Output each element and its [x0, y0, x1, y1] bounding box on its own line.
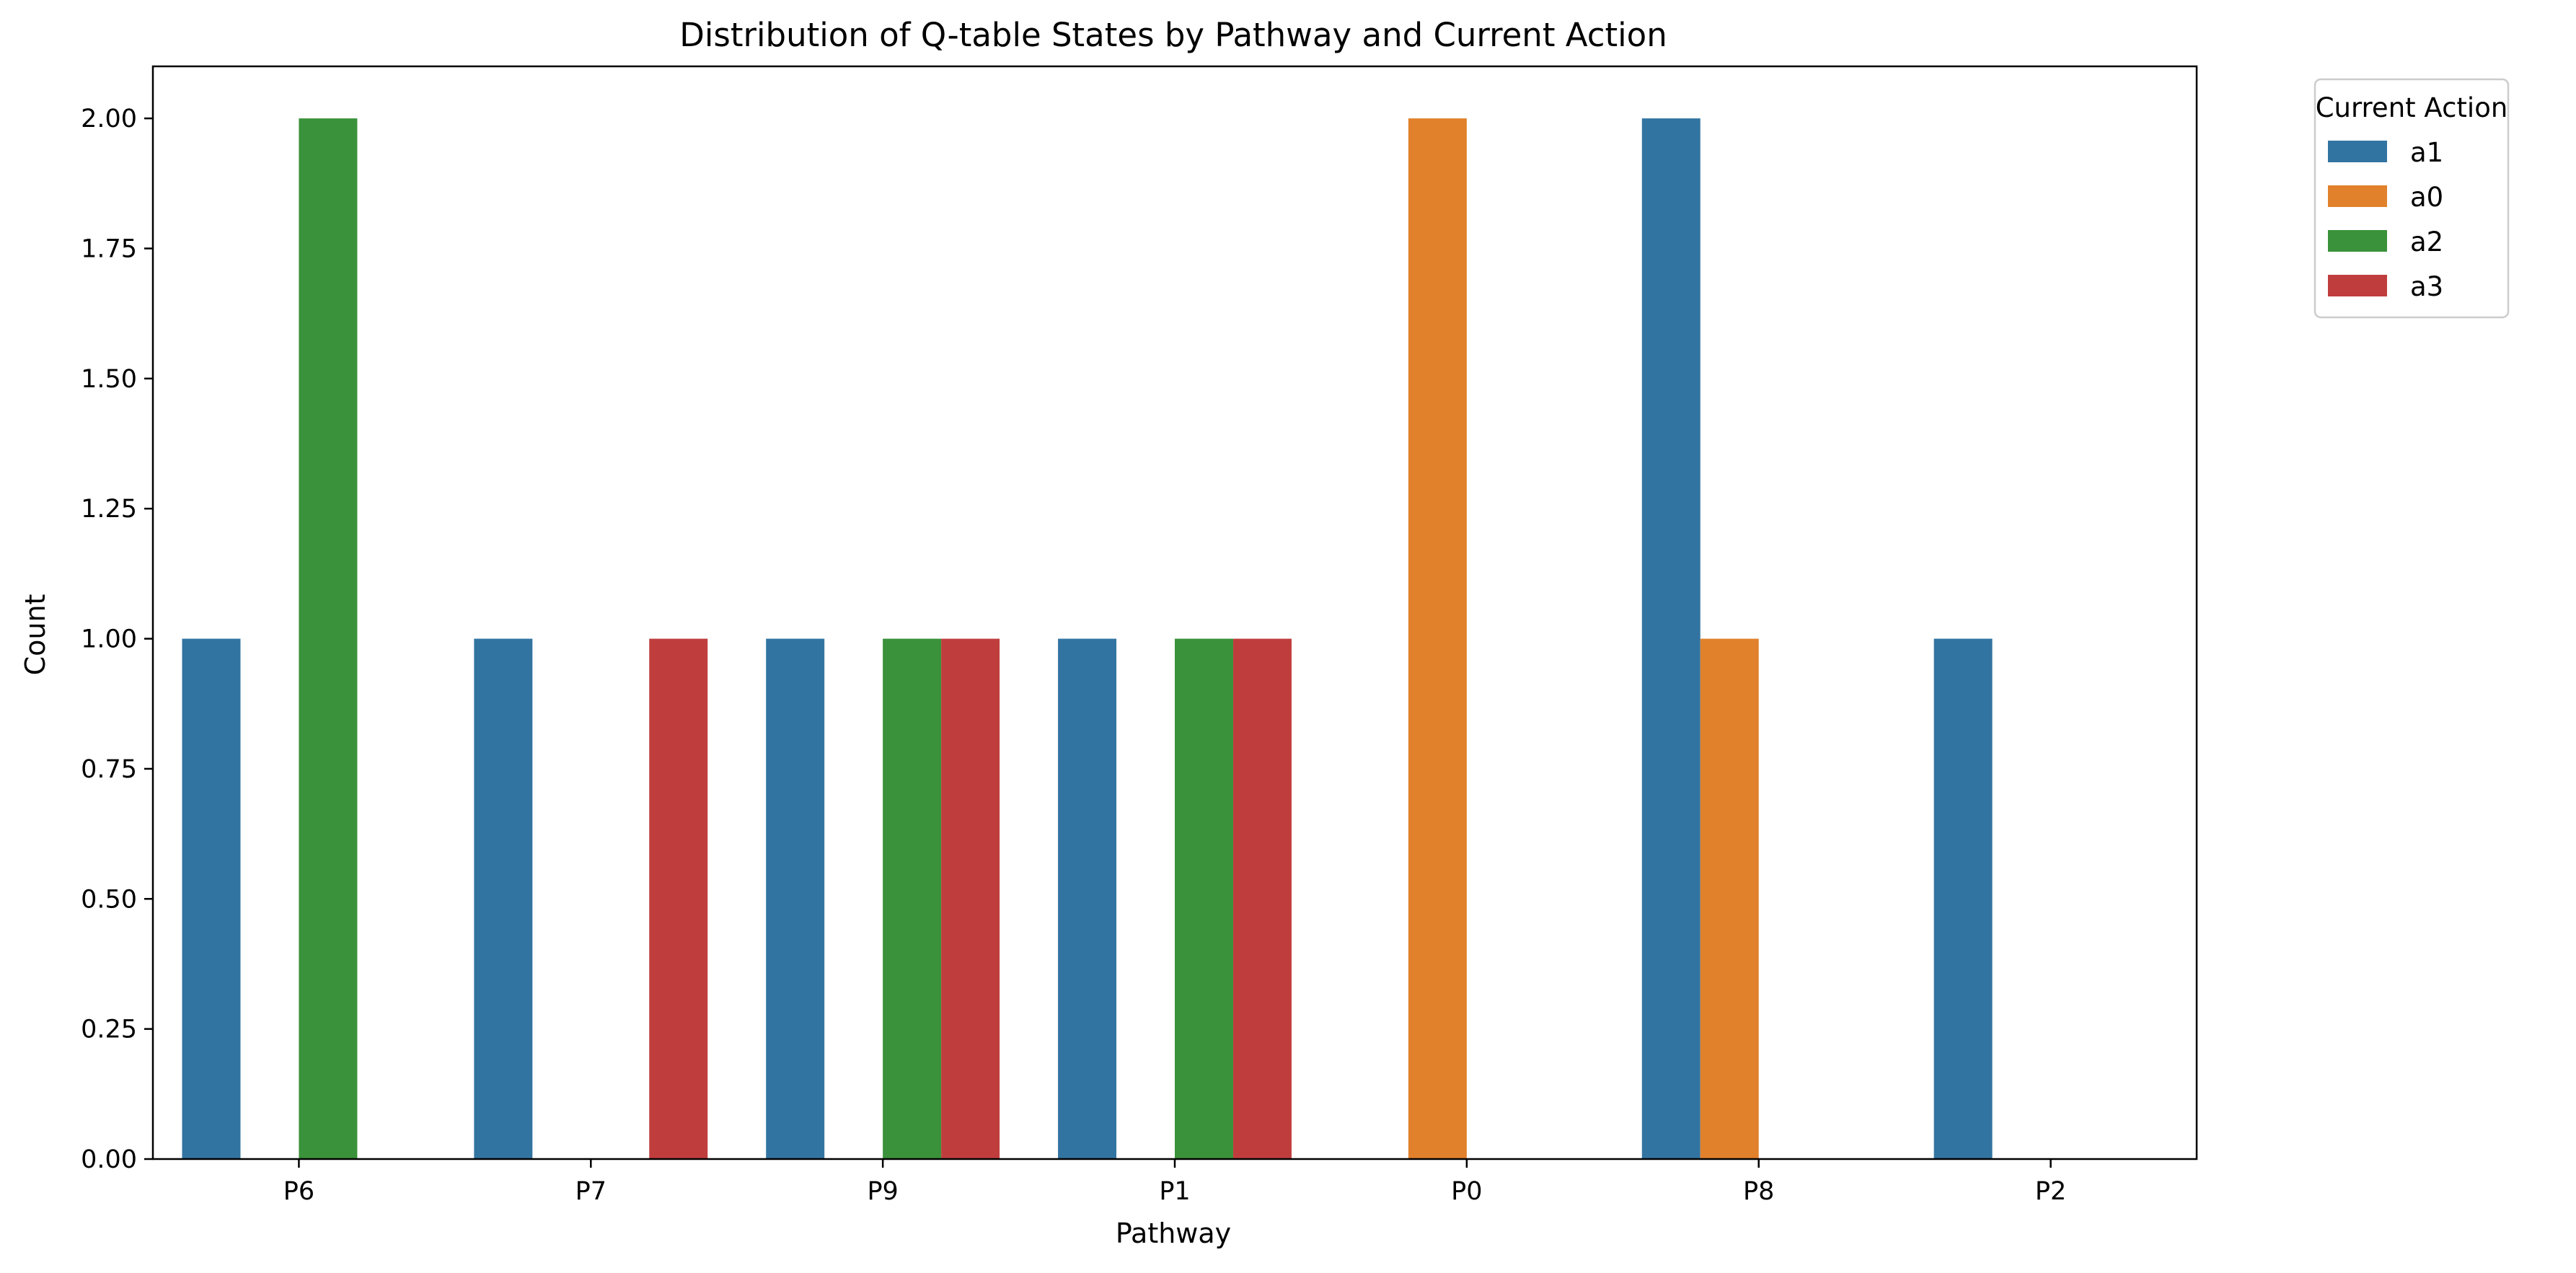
- legend-label-a1: a1: [2410, 137, 2443, 168]
- legend-title: Current Action: [2316, 92, 2508, 123]
- bar-P9-a2: [883, 638, 942, 1159]
- x-tick-label: P0: [1451, 1177, 1482, 1206]
- legend-swatch-a1: [2328, 141, 2387, 162]
- x-tick-label: P1: [1159, 1177, 1190, 1206]
- bar-P7-a3: [649, 638, 708, 1159]
- bar-P1-a3: [1232, 638, 1292, 1159]
- bar-P1-a2: [1175, 638, 1233, 1159]
- legend-swatch-a0: [2328, 185, 2387, 207]
- x-tick-label: P2: [2035, 1177, 2066, 1206]
- x-tick-label: P9: [867, 1177, 898, 1206]
- legend-label-a2: a2: [2410, 226, 2443, 257]
- legend-frame: [2313, 78, 2510, 319]
- plot-area: [182, 118, 1993, 1160]
- legend-swatch-a2: [2328, 230, 2387, 252]
- y-tick-label: 2.00: [81, 105, 137, 133]
- bar-P9-a3: [941, 638, 1000, 1159]
- y-tick-label: 0.50: [81, 885, 137, 914]
- x-axis: P6 P7 P9 P1 P0 P8 P2: [283, 1159, 2066, 1206]
- y-axis: 0.00 0.25 0.50 0.75 1.00 1.25 1.50 1.75 2.00: [81, 105, 153, 1174]
- y-tick-label: 0.00: [81, 1145, 137, 1174]
- y-tick-label: 1.25: [81, 495, 137, 524]
- bar-P2-a1: [1933, 638, 1993, 1159]
- chart-title: Distribution of Q-table States by Pathwa…: [679, 16, 1667, 54]
- bar-P9-a1: [766, 638, 825, 1159]
- legend-label-a0: a0: [2410, 182, 2443, 213]
- x-tick-label: P6: [283, 1177, 314, 1206]
- x-tick-label: P7: [575, 1177, 606, 1206]
- bar-P6-a2: [299, 118, 358, 1160]
- legend-label-a3: a3: [2410, 271, 2443, 302]
- bar-P7-a1: [474, 638, 533, 1159]
- y-tick-label: 1.00: [81, 625, 137, 654]
- bar-P8-a0: [1700, 638, 1759, 1159]
- bar-P0-a0: [1408, 118, 1467, 1160]
- legend-swatch-a3: [2328, 275, 2387, 296]
- bar-P8-a1: [1641, 118, 1701, 1160]
- legend: Current Action a1 a0 a2 a3: [2313, 78, 2510, 319]
- y-tick-label: 0.75: [81, 755, 137, 784]
- y-tick-label: 1.75: [81, 235, 137, 264]
- bar-P1-a1: [1058, 638, 1117, 1159]
- y-axis-label: Count: [19, 594, 51, 676]
- y-tick-label: 0.25: [81, 1016, 137, 1044]
- x-axis-label: Pathway: [1116, 1217, 1231, 1249]
- bar-P6-a1: [182, 638, 241, 1159]
- x-tick-label: P8: [1743, 1177, 1774, 1206]
- y-tick-label: 1.50: [81, 365, 137, 394]
